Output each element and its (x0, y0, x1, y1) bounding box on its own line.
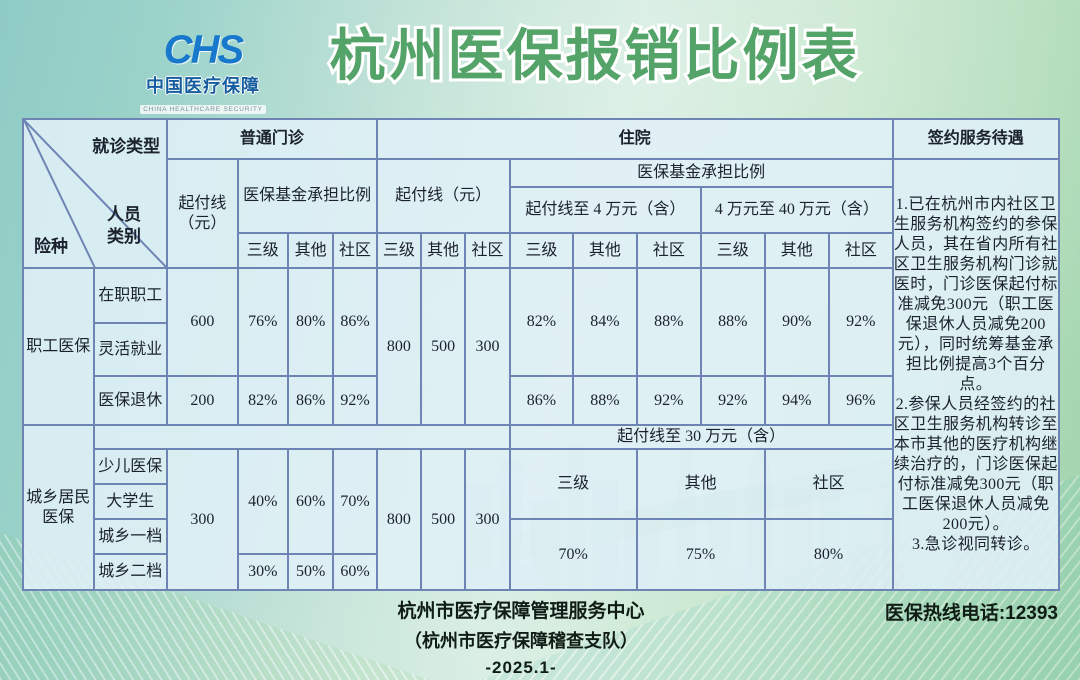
footer-date: -2025.1- (485, 658, 557, 677)
zg-outpatient-deductible-active: 600 (166, 267, 239, 377)
chs-logo-name-en: CHINA HEALTHCARE SECURITY (140, 105, 266, 114)
chs-logo-acronym: CHS (163, 28, 244, 72)
cx-inp-rate-other: 75% (635, 518, 766, 591)
category-chengxiang: 城乡居民 医保 (22, 424, 95, 591)
inpatient-ded-community-header: 社区 (464, 232, 511, 269)
outpatient-fund-ratio-header: 医保基金承担比例 (236, 158, 378, 234)
spacer-cell (92, 424, 511, 450)
corner-diagonal-lines (24, 120, 167, 267)
footer-hotline: 医保热线电话:12393 (884, 603, 1058, 624)
member-retired: 医保退休 (92, 375, 169, 426)
zg-inp-retired-40k-other: 88% (572, 375, 638, 426)
inpatient-fund-ratio-header: 医保基金承担比例 (508, 158, 894, 188)
category-zhigong: 职工医保 (22, 267, 95, 426)
zg-inp-ded-other: 500 (419, 267, 467, 426)
member-active-employee: 在职职工 (92, 267, 169, 324)
cx-inp-rate-t3: 70% (508, 518, 638, 591)
cx-inp-rate-comm: 80% (763, 518, 894, 591)
zg-inp-active-400k-t3: 88% (700, 267, 766, 377)
zg-inp-active-400k-comm: 92% (828, 267, 894, 377)
member-children: 少儿医保 (92, 448, 169, 485)
cx-out-tier1-t3: 40% (236, 448, 289, 555)
corner-insurance-label: 险种 (34, 236, 68, 256)
chs-logo: CHS 中国医疗保障 CHINA HEALTHCARE SECURITY (138, 30, 268, 116)
zg-inp-retired-40k-t3: 86% (508, 375, 575, 426)
reimbursement-table: 就诊类型 人员 类别 险种 普通门诊 住院 签约服务待遇 起付线（元） 医保基金承… (21, 118, 1061, 591)
zg-outpatient-deductible-retired: 200 (166, 375, 239, 426)
zg-out-retired-t3: 82% (236, 375, 289, 426)
cx-inp-tier3-header: 三级 (508, 448, 638, 520)
cx-inp-ded-t3: 800 (375, 448, 423, 591)
cx-inp-community-header: 社区 (763, 448, 894, 520)
outpatient-community-header: 社区 (332, 232, 378, 269)
cx-out-tier2-t3: 30% (236, 553, 289, 591)
inpatient-ded-other-header: 其他 (419, 232, 467, 269)
header-outpatient: 普通门诊 (166, 118, 378, 160)
zg-out-retired-other: 86% (286, 375, 335, 426)
range-to-300k-header: 起付线至 30 万元（含） (508, 424, 894, 450)
page-title: 杭州医保报销比例表 (327, 21, 861, 90)
note-2: 2.参保人员经签约的社区卫生服务机构转诊至本市其他的医疗机构继续治疗的，门诊医保… (893, 395, 1058, 533)
footer-sub-org-name: （杭州市医疗保障稽查支队） (404, 631, 638, 651)
chs-logo-name-cn: 中国医疗保障 (146, 76, 260, 96)
outpatient-other-header: 其他 (286, 232, 335, 269)
member-urban-rural-tier2: 城乡二档 (92, 553, 169, 591)
zg-inp-active-40k-comm: 88% (635, 267, 703, 377)
cx-inp-ded-other: 500 (419, 448, 467, 591)
cx-inp-ded-comm: 300 (464, 448, 511, 591)
cx-out-tier1-other: 60% (286, 448, 335, 555)
member-college-student: 大学生 (92, 483, 169, 520)
corner-visit-type-label: 就诊类型 (92, 137, 161, 156)
cx-out-tier2-other: 50% (286, 553, 335, 591)
header-signed-service: 签约服务待遇 (891, 118, 1061, 160)
zg-inp-active-400k-other: 90% (763, 267, 831, 377)
cx-out-tier2-comm: 60% (332, 553, 378, 591)
zg-inp-retired-400k-t3: 92% (700, 375, 766, 426)
zg-out-retired-comm: 92% (332, 375, 378, 426)
zg-out-active-comm: 86% (332, 267, 378, 377)
inpatient-deductible-header: 起付线（元） (375, 158, 511, 234)
header-inpatient: 住院 (375, 118, 894, 160)
zg-inp-ded-comm: 300 (464, 267, 511, 426)
member-flexible-employment: 灵活就业 (92, 322, 169, 377)
signed-service-notes: 1.已在杭州市内社区卫生服务机构签约的参保人员，其在省内所有社区卫生服务机构门诊… (891, 158, 1061, 591)
range-40k-400k-header: 4 万元至 40 万元（含） (700, 186, 894, 234)
zg-inp-ded-t3: 800 (375, 267, 423, 426)
to40k-tier3-header: 三级 (508, 232, 575, 269)
cx-inp-other-header: 其他 (635, 448, 766, 520)
zg-out-active-t3: 76% (236, 267, 289, 377)
zg-inp-retired-400k-other: 94% (763, 375, 831, 426)
range-to-40k-header: 起付线至 4 万元（含） (508, 186, 703, 234)
zg-out-active-other: 80% (286, 267, 335, 377)
member-urban-rural-tier1: 城乡一档 (92, 518, 169, 555)
outpatient-tier3-header: 三级 (236, 232, 289, 269)
to40k-community-header: 社区 (635, 232, 703, 269)
outpatient-deductible-header: 起付线（元） (166, 158, 239, 269)
zg-inp-active-40k-other: 84% (572, 267, 638, 377)
to40k-other-header: 其他 (572, 232, 638, 269)
40k400k-community-header: 社区 (828, 232, 894, 269)
zg-inp-retired-400k-comm: 96% (828, 375, 894, 426)
inpatient-ded-tier3-header: 三级 (375, 232, 423, 269)
40k400k-tier3-header: 三级 (700, 232, 766, 269)
cx-out-tier1-comm: 70% (332, 448, 378, 555)
corner-header-cell: 就诊类型 人员 类别 险种 (21, 118, 169, 269)
cx-outpatient-deductible: 300 (166, 448, 239, 591)
zg-inp-active-40k-t3: 82% (508, 267, 575, 377)
note-3: 3.急诊视同转诊。 (912, 535, 1040, 553)
corner-person-category-label: 人员 类别 (107, 205, 141, 247)
note-1: 1.已在杭州市内社区卫生服务机构签约的参保人员，其在省内所有社区卫生服务机构门诊… (893, 195, 1058, 393)
40k400k-other-header: 其他 (763, 232, 831, 269)
zg-inp-retired-40k-comm: 92% (635, 375, 703, 426)
footer-org-name: 杭州市医疗保障管理服务中心 (397, 601, 645, 622)
footer-organization-block: 杭州市医疗保障管理服务中心 （杭州市医疗保障稽查支队） -2025.1- (341, 596, 701, 678)
